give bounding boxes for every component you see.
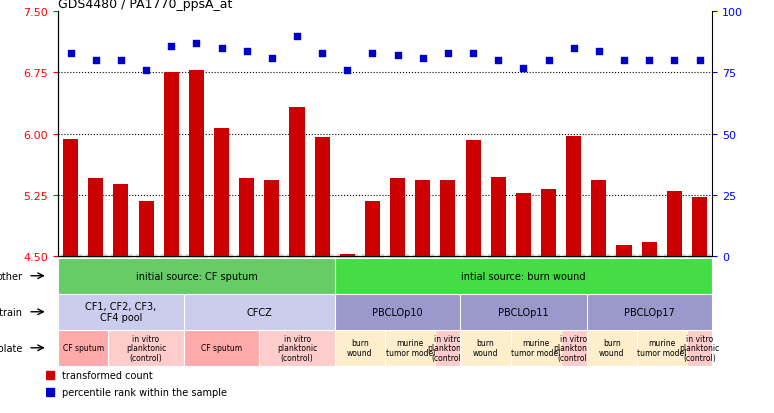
Bar xyxy=(667,191,682,256)
Point xyxy=(392,53,404,59)
Text: strain: strain xyxy=(0,307,22,317)
Bar xyxy=(390,178,406,256)
Bar xyxy=(567,137,581,256)
Point xyxy=(442,50,454,57)
Point xyxy=(140,68,152,74)
Point xyxy=(543,58,555,64)
Text: PBCLOp10: PBCLOp10 xyxy=(372,307,423,317)
Bar xyxy=(617,245,632,256)
Point xyxy=(64,50,77,57)
Text: other: other xyxy=(0,271,22,281)
Bar xyxy=(365,202,380,256)
Text: intial source: burn wound: intial source: burn wound xyxy=(461,271,586,281)
Text: in vitro
planktonic
(control): in vitro planktonic (control) xyxy=(680,334,720,362)
Bar xyxy=(265,180,279,256)
Bar xyxy=(692,197,707,256)
Point xyxy=(492,58,505,64)
Bar xyxy=(440,180,456,256)
Bar xyxy=(189,71,204,256)
Text: CF sputum: CF sputum xyxy=(201,344,242,352)
Point xyxy=(115,58,127,64)
Text: initial source: CF sputum: initial source: CF sputum xyxy=(135,271,257,281)
Text: burn
wound: burn wound xyxy=(473,339,498,357)
Bar xyxy=(88,179,104,256)
Text: in vitro
planktonic
(control): in vitro planktonic (control) xyxy=(553,334,594,362)
Bar xyxy=(239,179,255,256)
Text: murine
tumor model: murine tumor model xyxy=(637,339,687,357)
Bar xyxy=(491,177,506,256)
Text: murine
tumor model: murine tumor model xyxy=(385,339,435,357)
Point xyxy=(341,68,354,74)
Point xyxy=(90,58,102,64)
Bar xyxy=(416,180,430,256)
Point xyxy=(416,55,429,62)
Point xyxy=(567,46,580,52)
Point xyxy=(366,50,378,57)
Bar xyxy=(466,141,481,256)
Bar xyxy=(214,128,229,256)
Point xyxy=(215,46,228,52)
Text: isolate: isolate xyxy=(0,343,22,353)
Point xyxy=(643,58,656,64)
Bar xyxy=(164,74,179,256)
Point xyxy=(291,33,303,40)
Text: burn
wound: burn wound xyxy=(599,339,625,357)
Bar xyxy=(591,180,607,256)
Text: CF1, CF2, CF3,
CF4 pool: CF1, CF2, CF3, CF4 pool xyxy=(85,301,156,323)
Bar xyxy=(541,190,557,256)
Text: PBCLOp11: PBCLOp11 xyxy=(498,307,549,317)
Text: in vitro
planktonic
(control): in vitro planktonic (control) xyxy=(428,334,468,362)
Bar xyxy=(516,194,531,256)
Bar xyxy=(63,140,78,256)
Text: burn
wound: burn wound xyxy=(347,339,372,357)
Text: in vitro
planktonic
(control): in vitro planktonic (control) xyxy=(126,334,166,362)
Bar xyxy=(139,202,154,256)
Bar xyxy=(340,254,355,256)
Text: CFCZ: CFCZ xyxy=(246,307,272,317)
Point xyxy=(241,48,253,55)
Text: PBCLOp17: PBCLOp17 xyxy=(624,307,675,317)
Text: percentile rank within the sample: percentile rank within the sample xyxy=(62,387,227,397)
Text: CF sputum: CF sputum xyxy=(63,344,104,352)
Text: GDS4480 / PA1770_ppsA_at: GDS4480 / PA1770_ppsA_at xyxy=(58,0,232,11)
Point xyxy=(517,65,529,72)
Point xyxy=(618,58,630,64)
Bar xyxy=(289,108,305,256)
Bar xyxy=(114,185,128,256)
Text: transformed count: transformed count xyxy=(62,370,152,380)
Point xyxy=(265,55,278,62)
Bar xyxy=(315,138,330,256)
Bar xyxy=(642,242,657,256)
Point xyxy=(593,48,605,55)
Point xyxy=(190,41,203,47)
Point xyxy=(668,58,680,64)
Point xyxy=(165,43,177,50)
Point xyxy=(694,58,706,64)
Text: in vitro
planktonic
(control): in vitro planktonic (control) xyxy=(277,334,317,362)
Point xyxy=(467,50,479,57)
Point xyxy=(316,50,328,57)
Text: murine
tumor model: murine tumor model xyxy=(511,339,560,357)
